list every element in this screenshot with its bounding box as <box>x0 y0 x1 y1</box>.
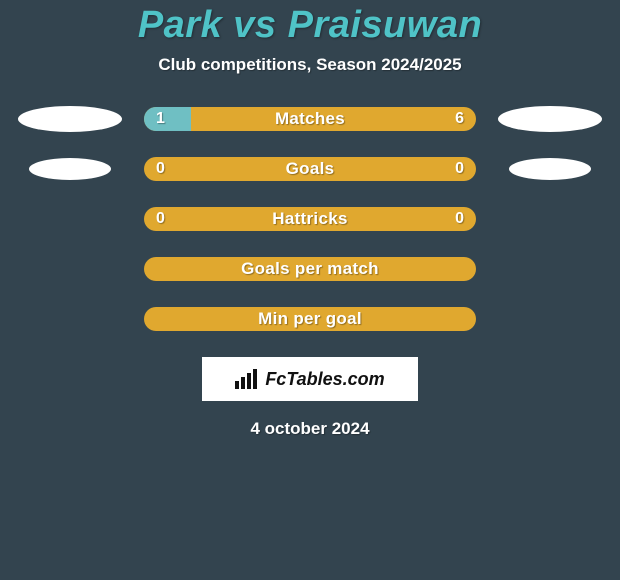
brand-logo-text: FcTables.com <box>265 369 384 390</box>
stat-row: 00Hattricks <box>0 205 620 233</box>
right-player-marker <box>498 255 602 283</box>
right-player-marker <box>498 305 602 333</box>
stat-bar: Min per goal <box>144 307 476 331</box>
stat-bar: 16Matches <box>144 107 476 131</box>
right-player-marker <box>498 205 602 233</box>
right-player-marker <box>498 155 602 183</box>
page-subtitle: Club competitions, Season 2024/2025 <box>158 55 461 75</box>
stat-bar: 00Goals <box>144 157 476 181</box>
player-ellipse-icon <box>29 158 111 180</box>
stat-label: Matches <box>144 109 476 129</box>
stat-row: Min per goal <box>0 305 620 333</box>
stat-label: Min per goal <box>144 309 476 329</box>
stat-rows: 16Matches 00Goals 00Hattricks Goals per mat… <box>0 105 620 333</box>
stat-row: Goals per match <box>0 255 620 283</box>
stat-label: Goals per match <box>144 259 476 279</box>
right-player-marker <box>498 105 602 133</box>
player-ellipse-icon <box>498 106 602 132</box>
left-player-marker <box>18 205 122 233</box>
stat-bar: Goals per match <box>144 257 476 281</box>
player-ellipse-icon <box>509 158 591 180</box>
stat-row: 00Goals <box>0 155 620 183</box>
left-player-marker <box>18 305 122 333</box>
stat-row: 16Matches <box>0 105 620 133</box>
left-player-marker <box>18 155 122 183</box>
left-player-marker <box>18 105 122 133</box>
brand-logo: FcTables.com <box>202 357 418 401</box>
comparison-card: Park vs Praisuwan Club competitions, Sea… <box>0 0 620 580</box>
page-title: Park vs Praisuwan <box>138 4 482 47</box>
stat-label: Hattricks <box>144 209 476 229</box>
player-ellipse-icon <box>18 106 122 132</box>
stat-bar: 00Hattricks <box>144 207 476 231</box>
stat-label: Goals <box>144 159 476 179</box>
left-player-marker <box>18 255 122 283</box>
bar-chart-icon <box>235 369 259 389</box>
date-text: 4 october 2024 <box>250 419 369 439</box>
